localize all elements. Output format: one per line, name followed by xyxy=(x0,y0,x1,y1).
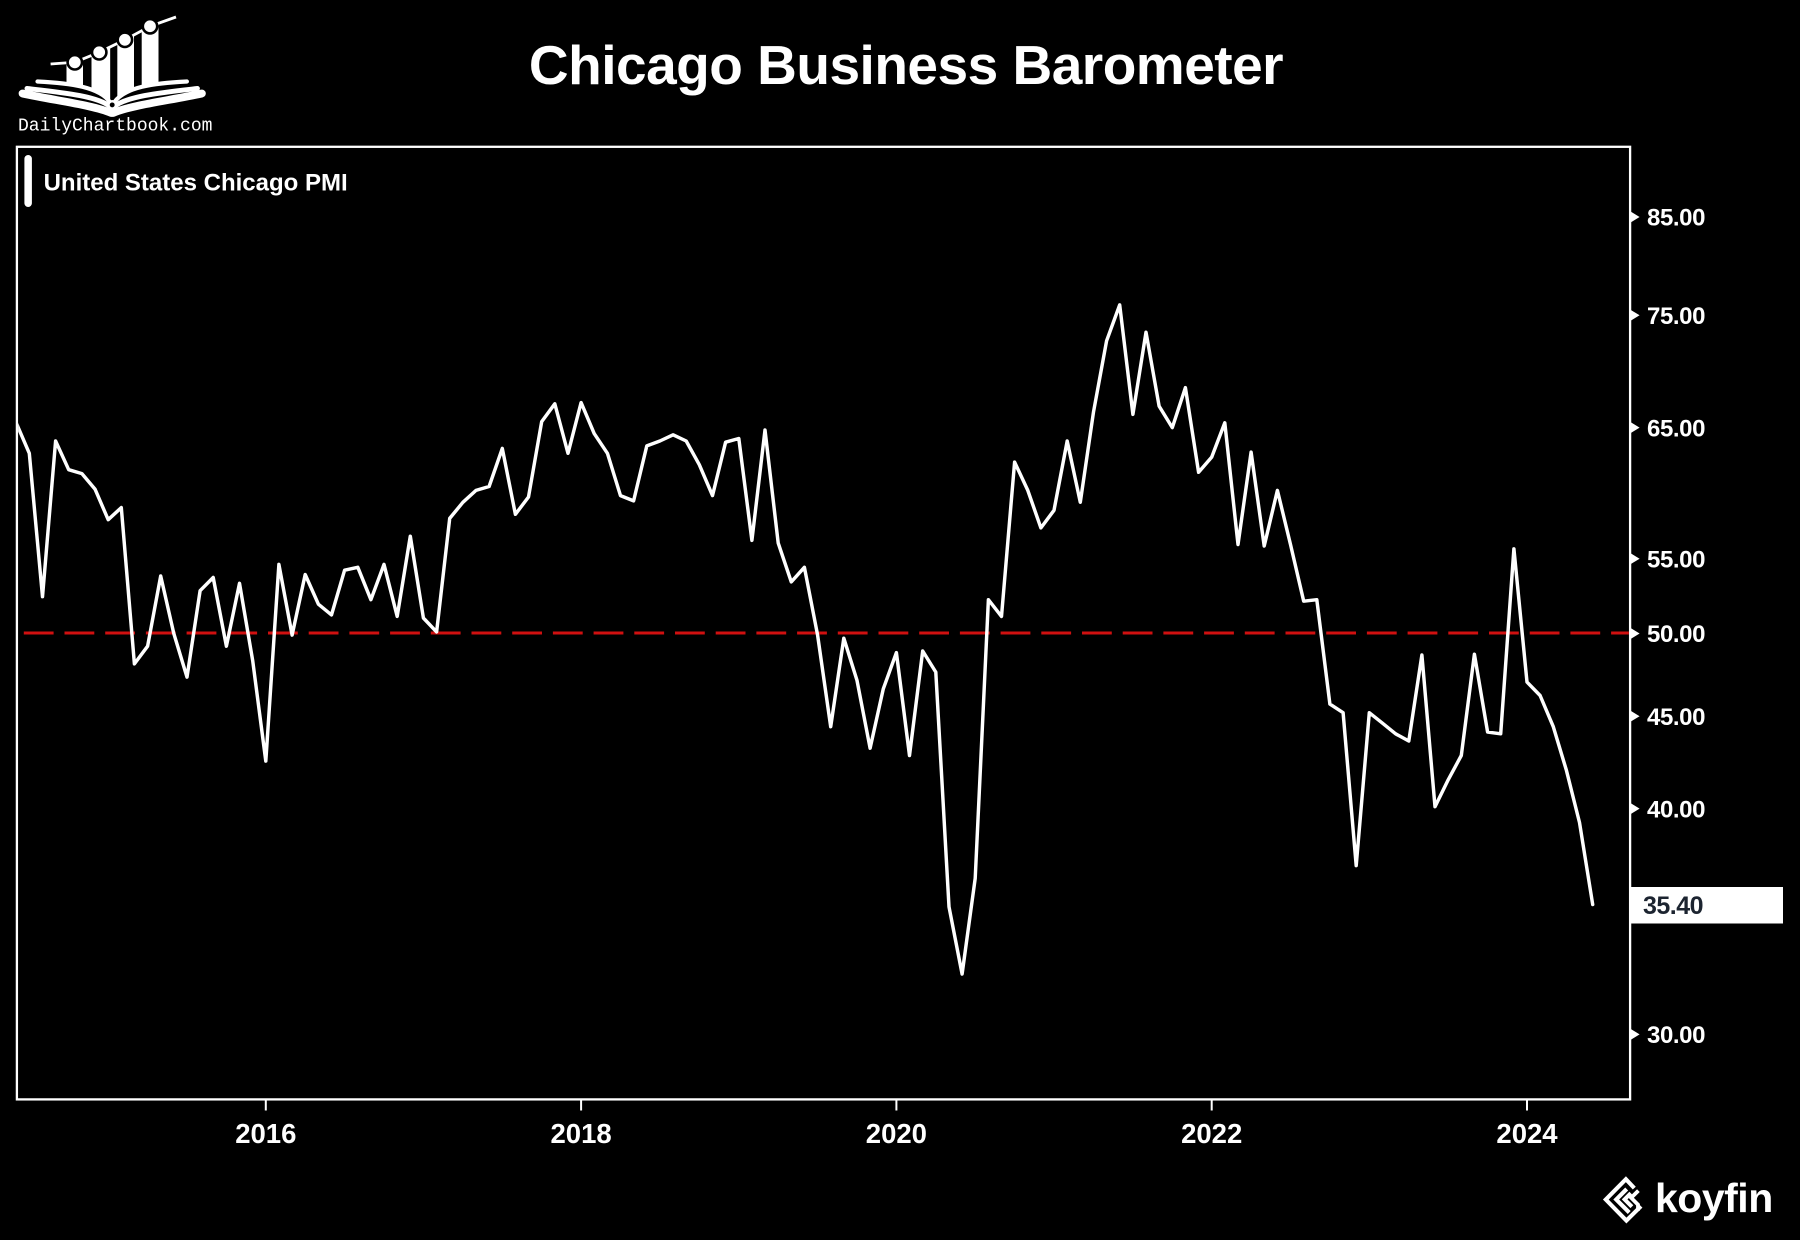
svg-text:75.00: 75.00 xyxy=(1647,303,1705,330)
svg-text:koyfin: koyfin xyxy=(1655,1175,1773,1221)
svg-text:2022: 2022 xyxy=(1181,1118,1242,1149)
svg-text:2018: 2018 xyxy=(551,1118,612,1149)
svg-text:65.00: 65.00 xyxy=(1647,415,1705,442)
svg-text:United States Chicago PMI: United States Chicago PMI xyxy=(44,169,348,196)
svg-text:45.00: 45.00 xyxy=(1647,704,1705,731)
svg-text:85.00: 85.00 xyxy=(1647,205,1705,232)
svg-text:2016: 2016 xyxy=(235,1118,296,1149)
svg-text:2024: 2024 xyxy=(1496,1118,1558,1149)
svg-text:35.40: 35.40 xyxy=(1643,892,1703,920)
svg-text:2020: 2020 xyxy=(866,1118,927,1149)
svg-text:55.00: 55.00 xyxy=(1647,546,1705,573)
svg-text:30.00: 30.00 xyxy=(1647,1022,1705,1049)
svg-text:Chicago Business Barometer: Chicago Business Barometer xyxy=(529,34,1283,96)
svg-text:50.00: 50.00 xyxy=(1647,621,1705,648)
svg-text:40.00: 40.00 xyxy=(1647,796,1705,823)
svg-text:DailyChartbook.com: DailyChartbook.com xyxy=(18,117,212,137)
